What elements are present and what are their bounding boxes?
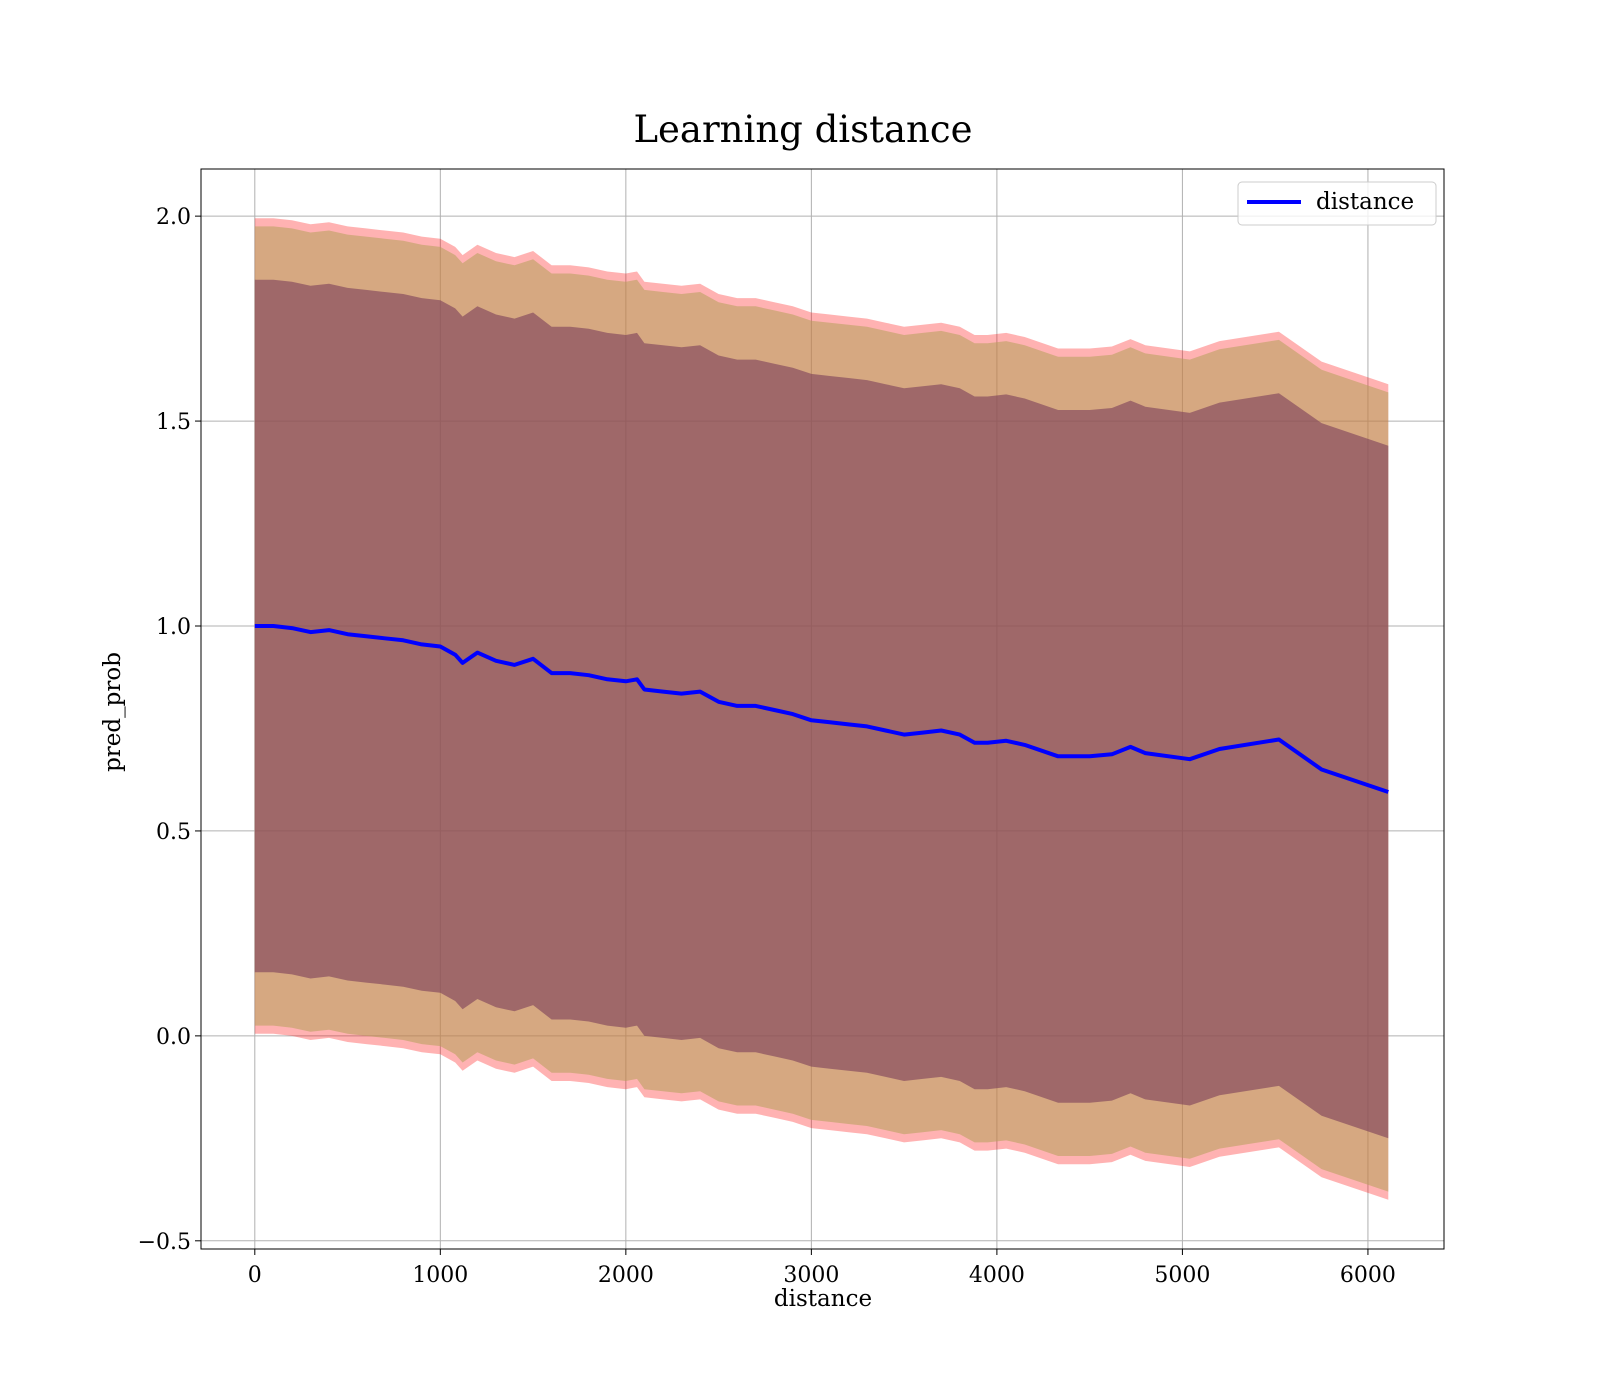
y-tick-label-1: 0.0 [156, 1025, 191, 1050]
y-tick-label-0: −0.5 [138, 1230, 191, 1255]
x-axis-label: distance [774, 1286, 872, 1312]
x-tick-label-1: 1000 [412, 1263, 468, 1288]
y-tick-label-2: 0.5 [156, 820, 191, 845]
series-lines [254, 624, 1389, 794]
y-axis-label: pred_prob [100, 652, 126, 772]
plot-frame [200, 168, 1445, 1250]
band-band_inner [254, 279, 1389, 1139]
legend-box [1237, 181, 1437, 226]
line-distance [254, 624, 1389, 794]
x-tick-label-3: 3000 [783, 1263, 839, 1288]
y-tick-label-5: 2.0 [156, 205, 191, 230]
y-tick-label-3: 1.0 [156, 615, 191, 640]
axis-ticks: 0 1000 2000 3000 4000 5000 6000 −0.5 0.0 0.5 1.0 1.… [138, 205, 1396, 1288]
legend-label-distance: distance [1316, 189, 1414, 215]
confidence-bands [254, 218, 1389, 1200]
x-tick-label-4: 4000 [969, 1263, 1025, 1288]
x-tick-label-6: 6000 [1340, 1263, 1396, 1288]
x-tick-label-2: 2000 [598, 1263, 654, 1288]
chart-title: Learning distance [633, 108, 972, 151]
x-tick-label-0: 0 [248, 1263, 262, 1288]
y-tick-label-4: 1.5 [156, 410, 191, 435]
legend: distance [1237, 181, 1437, 226]
x-tick-label-5: 5000 [1154, 1263, 1210, 1288]
